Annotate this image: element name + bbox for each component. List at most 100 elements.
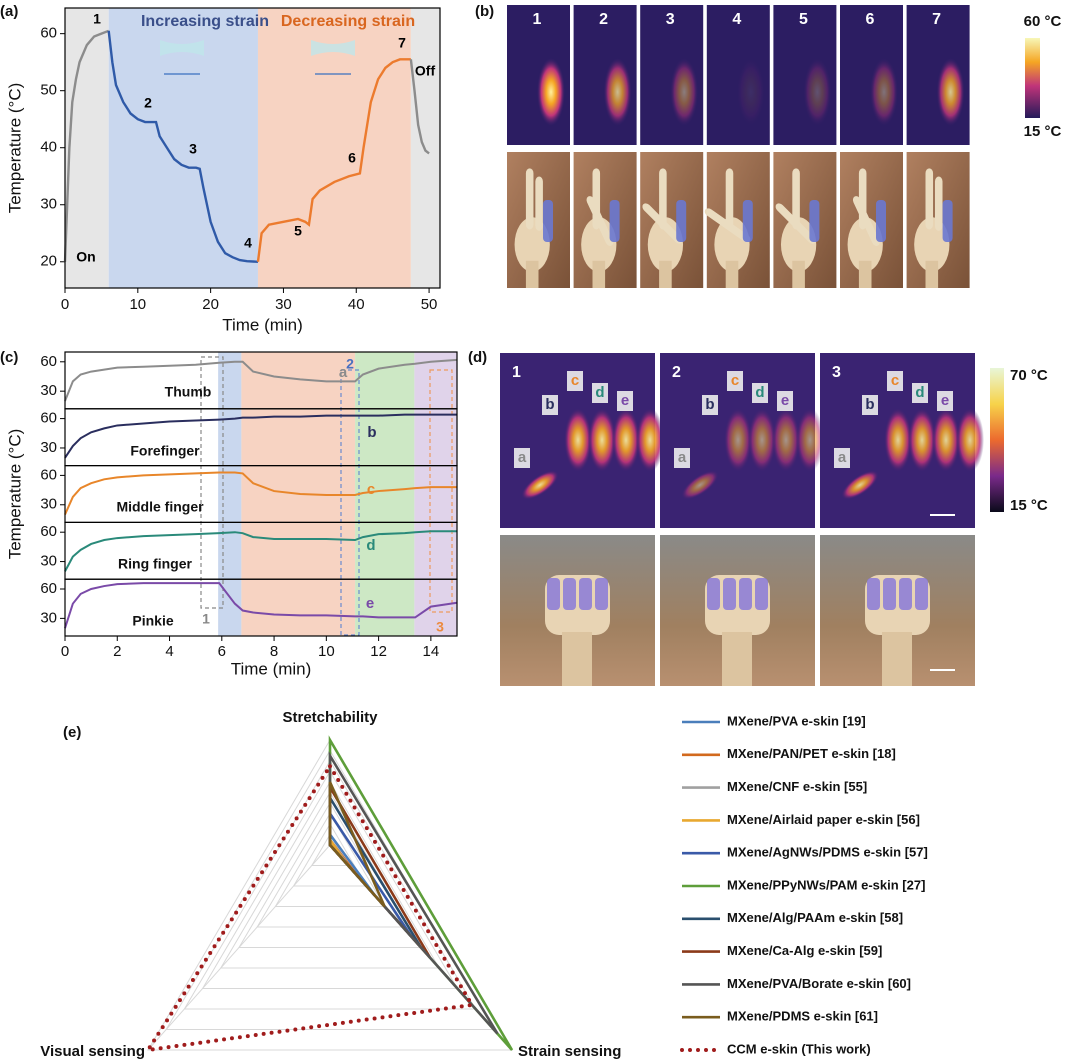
finger [642, 203, 683, 244]
y-axis-label: Temperature (°C) [5, 83, 24, 214]
legend-label: MXene/PAN/PET e-skin [18] [727, 746, 896, 761]
annotation: 2 [346, 356, 354, 372]
sensor-patch [723, 578, 736, 610]
annotation: 2 [144, 95, 152, 111]
x-axis-label: Time (min) [231, 659, 312, 678]
x-tick-label: 12 [370, 643, 387, 660]
hand-palm [514, 217, 550, 272]
x-tick-label: 0 [61, 643, 69, 660]
heat-spot [936, 58, 965, 126]
line [409, 59, 430, 155]
y-tick-label: 60 [40, 25, 57, 42]
y-tick-label: 30 [40, 196, 57, 213]
grid-ring [219, 781, 441, 969]
series-label: b [367, 424, 376, 441]
axis-label: Strain sensing [518, 1043, 621, 1060]
panel-label: (b) [475, 3, 494, 20]
dashed-box [200, 356, 224, 609]
legend-label: MXene/Airlaid paper e-skin [56] [727, 812, 920, 827]
finger-marker: c [731, 372, 739, 389]
sensor-patch [742, 200, 753, 242]
legend-label: MXene/AgNWs/PDMS e-skin [57] [727, 845, 928, 860]
radar-series [328, 782, 432, 959]
grid-ring [274, 812, 386, 907]
marker-box [542, 395, 558, 415]
image-label: 6 [866, 11, 875, 28]
hand-palm [545, 575, 610, 635]
line [64, 413, 457, 459]
sensor-patch [676, 200, 687, 242]
hand-wrist [725, 260, 739, 288]
hand-wrist [858, 260, 872, 288]
line [64, 582, 458, 629]
axis-label: Visual sensing [40, 1043, 145, 1060]
sensor-patch [547, 578, 560, 610]
radar-series [328, 735, 514, 1051]
heat-spot [932, 408, 960, 472]
sensor-patch [563, 578, 576, 610]
annotation: 4 [244, 235, 252, 251]
heat-spot [612, 408, 640, 472]
sensor-patch [867, 578, 880, 610]
region [355, 352, 415, 636]
x-tick-label: 30 [275, 296, 292, 313]
annotation: 3 [436, 619, 444, 635]
y-tick-label: 30 [40, 553, 57, 570]
legend-label: MXene/PDMS e-skin [61] [727, 1009, 878, 1024]
finger-marker: e [781, 392, 789, 409]
hand-wrist [525, 260, 539, 288]
hand-palm [865, 575, 930, 635]
colorbar [990, 368, 1004, 512]
image-label: 5 [799, 11, 808, 28]
hand-wrist [925, 260, 939, 288]
x-tick-label: 50 [421, 296, 438, 313]
image-label: 1 [512, 364, 521, 381]
sensor-patch [543, 200, 553, 242]
panel-label: (d) [468, 349, 487, 366]
image-label: 4 [732, 11, 741, 28]
marker-box [834, 448, 850, 468]
finger-name: Forefinger [130, 443, 200, 459]
x-tick-label: 14 [423, 643, 440, 660]
panel-label: (a) [0, 3, 18, 20]
finger [792, 168, 800, 230]
heat-spot [537, 58, 565, 126]
finger [852, 196, 880, 246]
sensor-patch [883, 578, 896, 610]
finger [659, 168, 667, 230]
y-axis-label: Temperature (°C) [5, 429, 24, 560]
marker-box [937, 391, 953, 411]
annotation: Increasing strain [141, 13, 269, 30]
region [257, 8, 411, 288]
y-tick-label: 60 [40, 353, 57, 370]
sensor-patch [595, 578, 608, 610]
region [414, 352, 457, 636]
marker-box [674, 448, 690, 468]
x-tick-label: 10 [318, 643, 335, 660]
heat-spot [841, 470, 879, 500]
radar-series [328, 781, 386, 908]
heat-spot [884, 408, 912, 472]
hand-wrist [792, 260, 805, 288]
y-tick-label: 30 [40, 439, 57, 456]
y-tick-label: 30 [40, 382, 57, 399]
heat-spot [724, 408, 752, 472]
legend-label: CCM e-skin (This work) [727, 1041, 871, 1056]
grid-ring [183, 760, 477, 1010]
panel-label: (c) [0, 349, 18, 366]
colorbar-label: 15 °C [1010, 497, 1048, 514]
x-tick-label: 4 [165, 643, 173, 660]
finger-marker: a [838, 449, 847, 466]
sensor-patch [609, 200, 620, 242]
x-axis-label: Time (min) [222, 315, 303, 334]
series-label: c [367, 481, 375, 498]
image-label: 3 [666, 11, 675, 28]
y-tick-label: 20 [40, 253, 57, 270]
hand-palm [705, 575, 770, 635]
sensor-patch [942, 200, 953, 242]
sensor-patch [739, 578, 752, 610]
colorbar-label: 60 °C [1024, 13, 1062, 30]
finger-name: Pinkie [132, 613, 173, 629]
hand-wrist [562, 632, 592, 686]
y-tick-label: 60 [40, 466, 57, 483]
